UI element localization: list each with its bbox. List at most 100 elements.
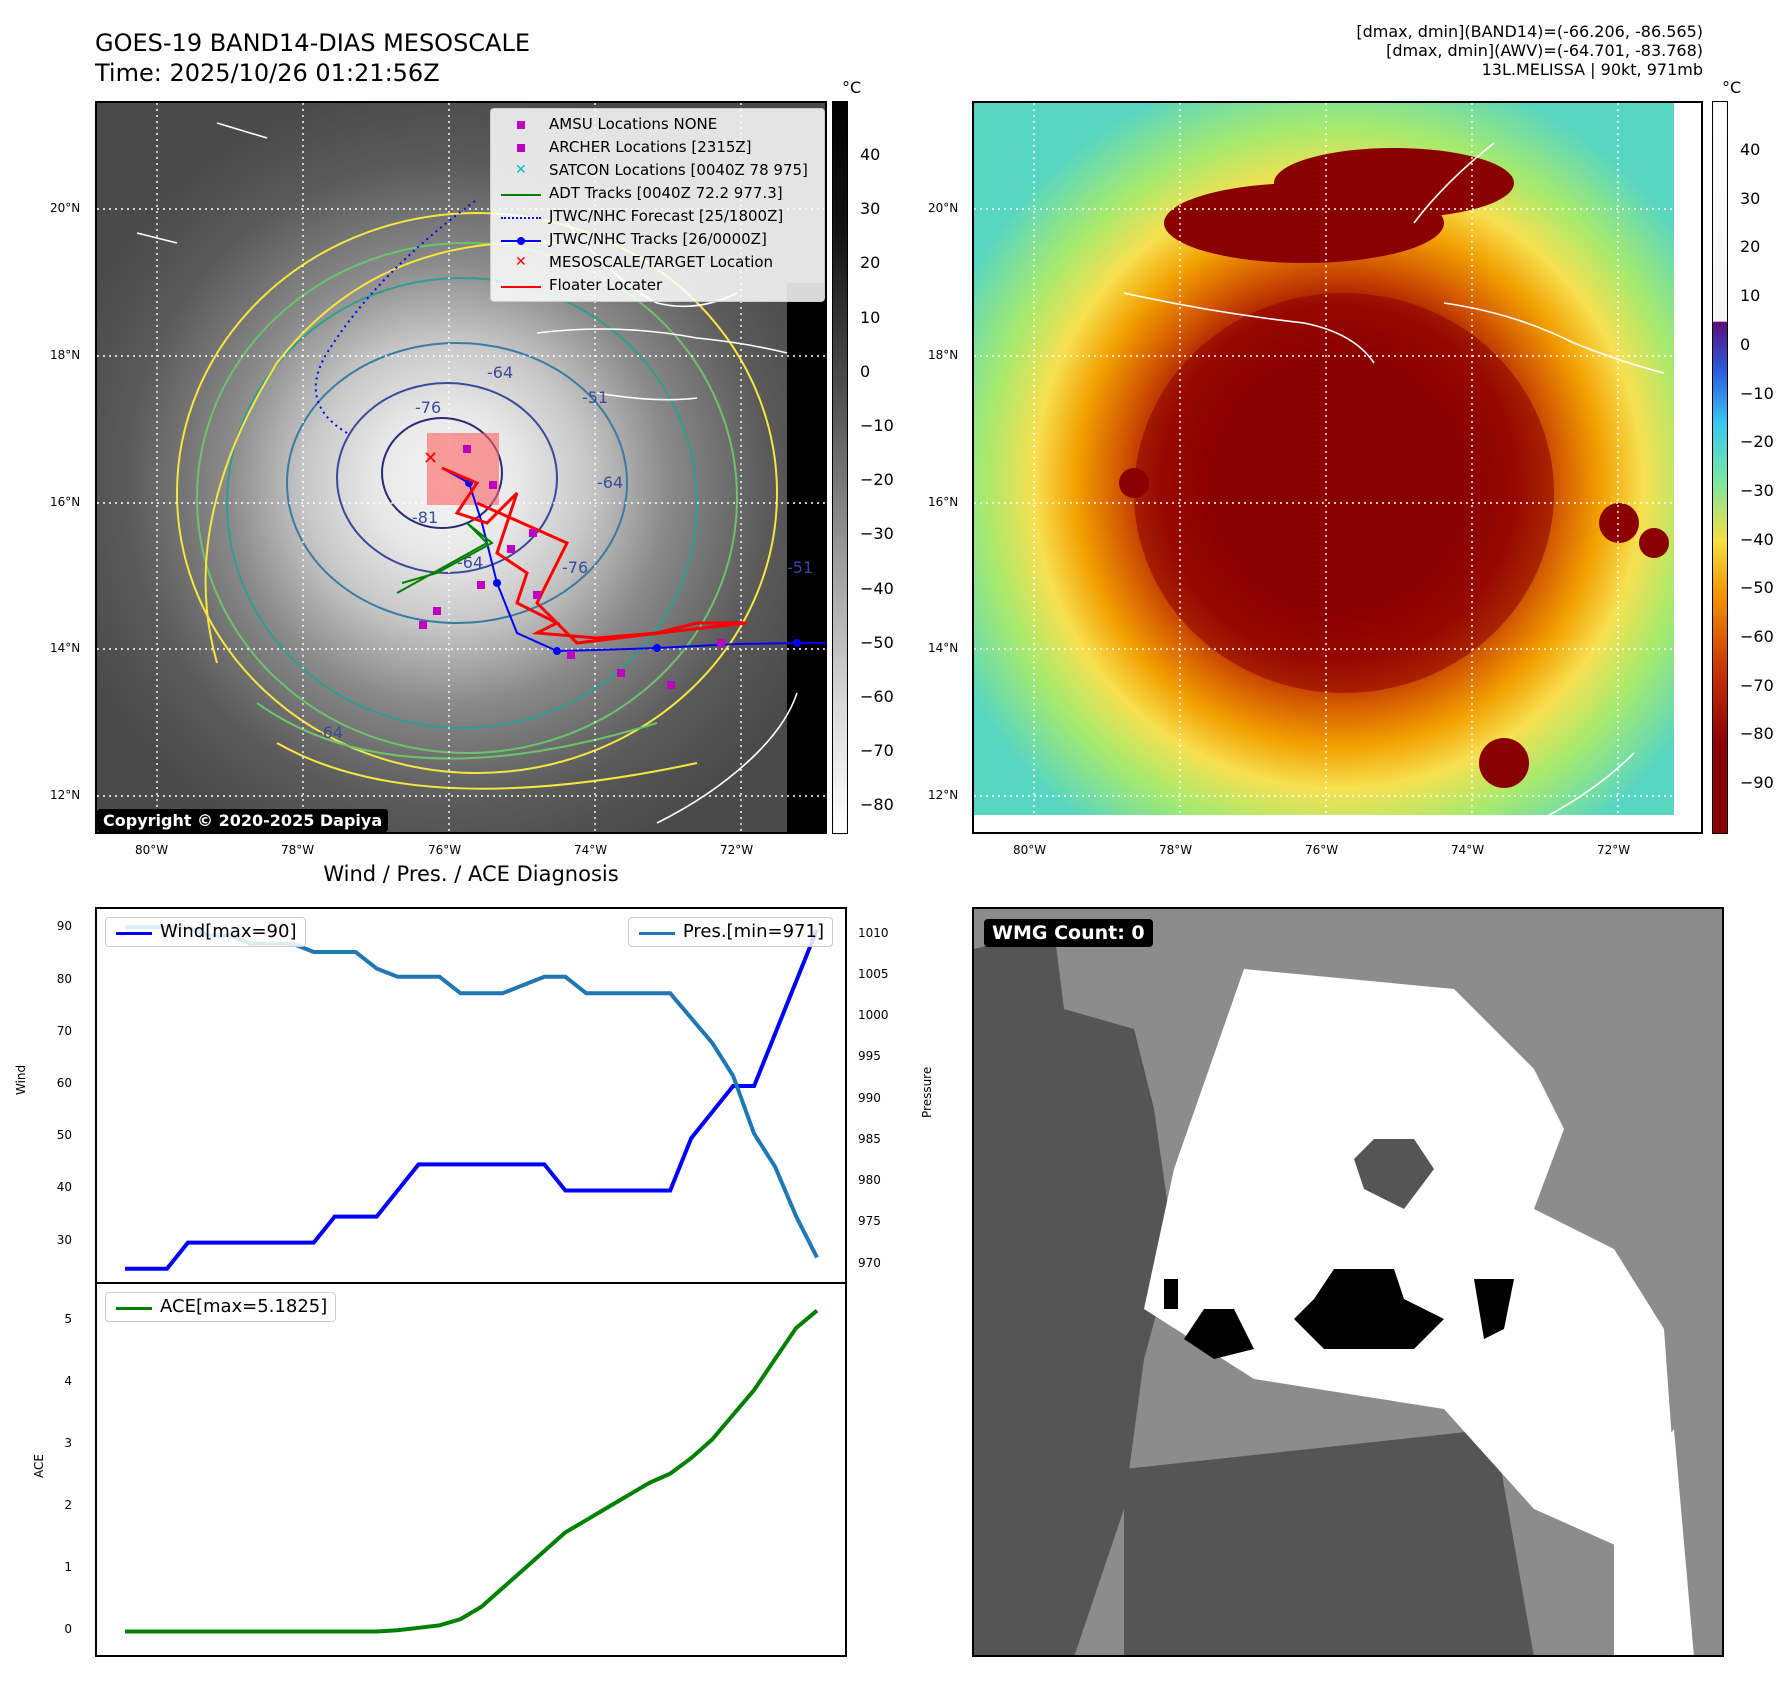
lat-tick: 18°N (928, 348, 959, 362)
legend-item-target: ✕ MESOSCALE/TARGET Location (499, 251, 816, 274)
wind-tick-label: 90 (56, 919, 72, 934)
adt-track (396, 522, 494, 594)
colorbar-tick-label: −50 (1740, 578, 1774, 598)
colorbar-tick-label: 0 (860, 361, 871, 381)
target-marker-icon: ✕ (423, 448, 438, 469)
title-line-2: Time: 2025/10/26 01:21:56Z (95, 59, 440, 87)
square-icon (499, 140, 543, 156)
colorbar-tick-label: −60 (1740, 627, 1774, 646)
wind-tick-label: 50 (56, 1128, 72, 1143)
colorbar-tick-label: 40 (1740, 140, 1761, 159)
lon-tick: 74°W (1451, 843, 1485, 857)
colorbar-tick-label: −20 (860, 470, 894, 490)
stats-band14: [dmax, dmin](BAND14)=(-66.206, -86.565) (1356, 22, 1703, 41)
wind-legend: Wind[max=90] (105, 917, 306, 947)
ace-series-line (125, 1309, 819, 1634)
contour-label: -64 (597, 473, 623, 492)
wind-tick-label: 30 (56, 1232, 72, 1247)
colorbar-tick-label: −40 (860, 578, 894, 598)
lat-tick: 14°N (50, 641, 81, 655)
line-icon (637, 924, 677, 940)
gray-colorbar-unit: °C (842, 78, 862, 97)
lon-tick: 80°W (135, 843, 169, 857)
pressure-series-line (125, 925, 819, 1259)
contour-label: -51 (787, 558, 813, 577)
ace-tick-label: 1 (64, 1559, 72, 1574)
legend-item-satcon: ✕ SATCON Locations [0040Z 78 975] (499, 159, 816, 182)
ace-tick-label: 4 (64, 1373, 72, 1388)
legend-item-adt: ADT Tracks [0040Z 72.2 977.3] (499, 182, 816, 205)
colorbar-tick-label: −10 (1740, 383, 1774, 403)
colorbar-tick-label: −50 (860, 632, 894, 652)
lon-tick: 76°W (1305, 843, 1339, 857)
line-icon (114, 924, 154, 940)
legend-item-jtwc-forecast: JTWC/NHC Forecast [25/1800Z] (499, 205, 816, 228)
pressure-axis-label: Pressure (920, 1066, 934, 1118)
colorbar-tick-label: 40 (860, 145, 881, 164)
ace-legend: ACE[max=5.1825] (105, 1292, 337, 1322)
awv-map-panel (972, 101, 1703, 834)
lat-tick: 20°N (928, 201, 959, 215)
colorbar-tick-label: −80 (1740, 724, 1774, 744)
colorbar-tick-label: −70 (860, 741, 894, 761)
wmg-count-badge: WMG Count: 0 (984, 919, 1153, 947)
contour-label: -51 (582, 388, 608, 407)
colorbar-tick-label: −40 (1740, 529, 1774, 549)
storm-info: 13L.MELISSA | 90kt, 971mb (1481, 60, 1703, 79)
square-icon (499, 117, 543, 133)
wind-axis-label: Wind (14, 1064, 28, 1095)
colorbar-tick-label: 10 (1740, 286, 1761, 306)
colorbar-tick-label: 20 (1740, 237, 1761, 257)
colorbar-tick-label: −10 (860, 416, 894, 435)
wind-tick-label: 70 (56, 1023, 72, 1038)
ace-panel: ACE[max=5.1825] (95, 1282, 847, 1657)
lon-tick: 72°W (1597, 843, 1631, 857)
lon-tick: 72°W (720, 843, 754, 857)
colorbar-tick-label: −60 (860, 687, 894, 706)
ace-axis-label: ACE (32, 1454, 46, 1478)
ace-tick-label: 0 (64, 1621, 72, 1636)
pressure-legend: Pres.[min=971] (627, 917, 833, 947)
stats-header: [dmax, dmin](BAND14)=(-66.206, -86.565) … (1356, 22, 1703, 79)
title-line-1: GOES-19 BAND14-DIAS MESOSCALE (95, 29, 531, 57)
dotted-line-icon (499, 209, 543, 225)
colorbar-tick-label: 10 (860, 307, 881, 327)
colorbar-tick-label: −30 (860, 524, 894, 544)
pressure-tick-label: 980 (858, 1173, 881, 1188)
wind-tick-label: 80 (56, 971, 72, 986)
colorbar-tick-label: 0 (1740, 334, 1751, 354)
lat-tick: 14°N (928, 641, 959, 655)
lon-tick: 78°W (1159, 843, 1193, 857)
map-legend: AMSU Locations NONE ARCHER Locations [23… (490, 108, 825, 302)
colorbar-tick-label: 30 (860, 199, 881, 219)
wind-series-line (125, 928, 819, 1271)
contour-label: -81 (412, 508, 438, 527)
legend-item-jtwc-tracks: JTWC/NHC Tracks [26/0000Z] (499, 228, 816, 251)
copyright-badge: Copyright © 2020-2025 Dapiya (97, 809, 389, 832)
colorbar-tick-label: −70 (1740, 675, 1774, 695)
awv-map (974, 103, 1701, 832)
contour-label: -76 (415, 398, 441, 417)
lat-tick: 16°N (928, 495, 959, 509)
colorbar-tick-label: −20 (1740, 432, 1774, 452)
lat-tick: 16°N (50, 495, 81, 509)
contour-label: -76 (562, 558, 588, 577)
ace-tick-label: 5 (64, 1311, 72, 1326)
pressure-tick-label: 995 (858, 1049, 881, 1064)
pressure-tick-label: 1005 (858, 966, 889, 981)
mesoscale-target-box (427, 433, 499, 505)
colorbar-tick-label: −30 (1740, 480, 1774, 500)
gray-colorbar (832, 101, 848, 834)
line-icon (114, 1299, 154, 1315)
ace-tick-label: 3 (64, 1435, 72, 1450)
wind-tick-label: 60 (56, 1076, 72, 1091)
chart-title: GOES-19 BAND14-DIAS MESOSCALE Time: 2025… (95, 28, 530, 88)
contour-label: -64 (317, 723, 343, 742)
lon-tick: 74°W (574, 843, 608, 857)
legend-item-archer: ARCHER Locations [2315Z] (499, 136, 816, 159)
line-icon (499, 186, 543, 202)
line-icon (499, 278, 543, 294)
ace-tick-label: 2 (64, 1497, 72, 1512)
ace-plot (125, 1309, 819, 1634)
wind-pressure-panel: Wind[max=90] Pres.[min=971] (95, 907, 847, 1284)
